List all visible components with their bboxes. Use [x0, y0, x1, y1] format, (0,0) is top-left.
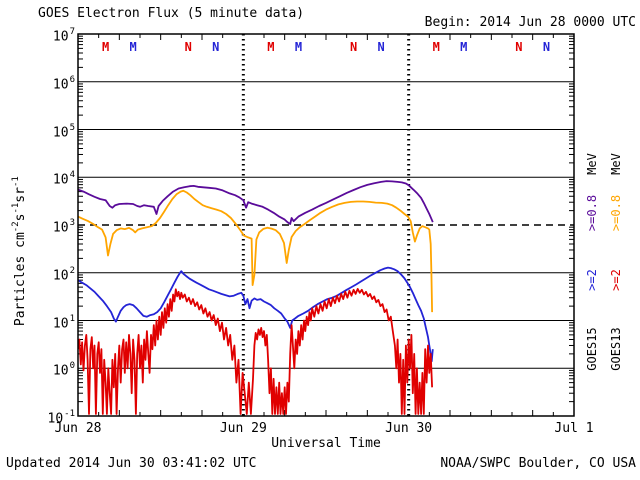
- marker-n-h44: N: [377, 40, 384, 54]
- series-goes13-2-mev: [78, 287, 433, 415]
- y-tick-10e2: 102: [52, 265, 75, 284]
- y-tick-10e1: 101: [52, 313, 75, 331]
- marker-n-h64: N: [515, 40, 522, 54]
- marker-m-h8: M: [129, 40, 136, 54]
- y-tick-10e4: 104: [52, 170, 75, 188]
- marker-m-h56: M: [460, 40, 467, 54]
- marker-n-h68: N: [543, 40, 550, 54]
- marker-m-h52: M: [433, 40, 440, 54]
- x-axis-label: Universal Time: [271, 436, 381, 451]
- series-goes15-2-mev: [78, 266, 434, 363]
- series-goes13-0-8-mev: [78, 189, 433, 313]
- marker-n-h40: N: [350, 40, 357, 54]
- x-tick-jul-1: Jul 1: [554, 421, 594, 436]
- x-tick-jun-29: Jun 29: [219, 421, 267, 436]
- marker-m-h4: M: [102, 40, 109, 54]
- y-tick-10e3: 103: [52, 218, 75, 236]
- y-axis-label: Particles cm-2s-1sr-1: [10, 176, 29, 327]
- credit-text: NOAA/SWPC Boulder, CO USA: [440, 456, 636, 471]
- y-tick-10e-1: 10-1: [47, 409, 76, 427]
- marker-n-h16: N: [185, 40, 192, 54]
- marker-n-h20: N: [212, 40, 219, 54]
- legend-col1-mev: MeV: [585, 153, 599, 175]
- series-goes15-0-8-mev: [78, 180, 434, 225]
- updated-timestamp: Updated 2014 Jun 30 03:41:02 UTC: [6, 456, 257, 471]
- y-tick-10e7: 107: [52, 27, 75, 45]
- legend-col2-mev: MeV: [609, 153, 623, 175]
- y-tick-10e5: 105: [52, 122, 75, 140]
- marker-m-h28: M: [267, 40, 274, 54]
- x-tick-jun-28: Jun 28: [54, 421, 102, 436]
- begin-timestamp: Begin: 2014 Jun 28 0000 UTC: [424, 15, 636, 30]
- y-tick-10e0: 100: [52, 361, 75, 379]
- page-title: GOES Electron Flux (5 minute data): [38, 6, 305, 21]
- marker-m-h32: M: [295, 40, 302, 54]
- x-tick-jun-30: Jun 30: [385, 421, 433, 436]
- y-tick-10e6: 106: [52, 74, 75, 93]
